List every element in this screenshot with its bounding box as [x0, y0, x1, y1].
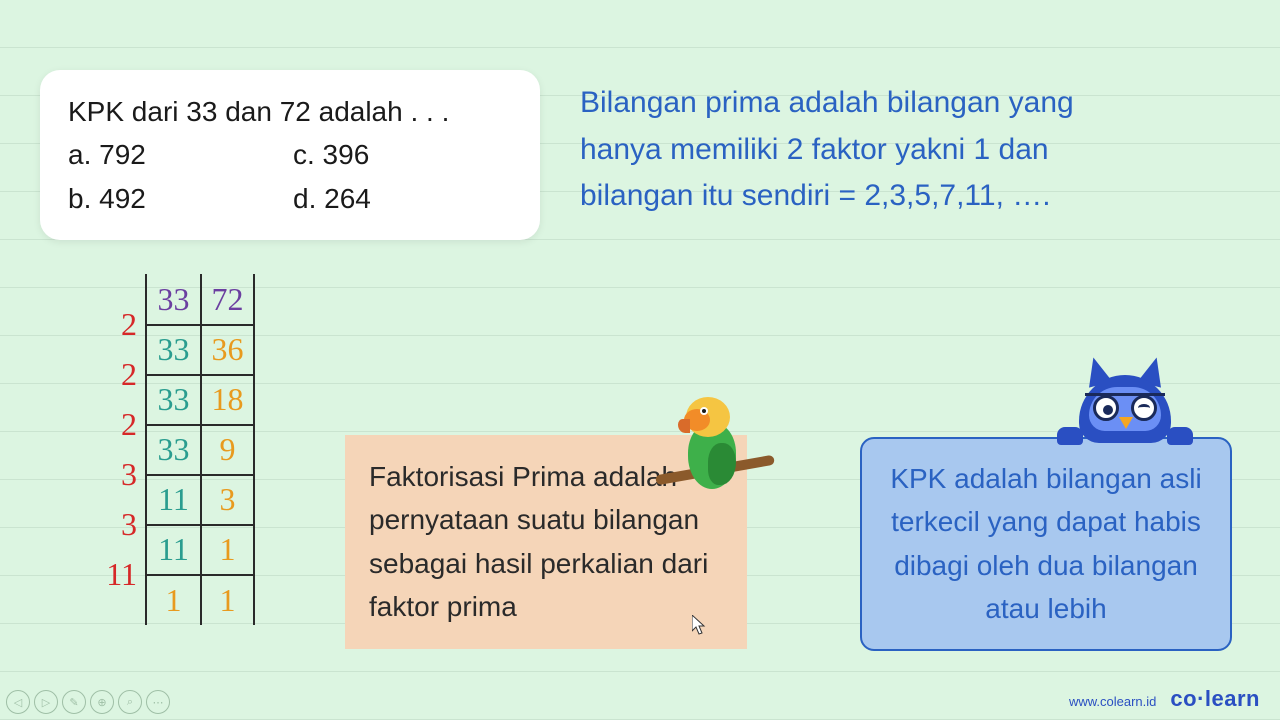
ladder-divisor: 2: [95, 356, 145, 393]
cursor-icon: [692, 615, 708, 641]
ladder-cell-b: 1: [200, 575, 255, 625]
ladder-divisor: 3: [95, 506, 145, 543]
play-icon[interactable]: ▷: [34, 690, 58, 714]
question-card: KPK dari 33 dan 72 adalah . . . a. 792 c…: [40, 70, 540, 240]
ladder-divisor: 2: [95, 306, 145, 343]
factorization-ladder: 233722333623318333931131111111: [95, 275, 255, 625]
ladder-divisor: 3: [95, 456, 145, 493]
ladder-cell-b: 36: [200, 324, 255, 374]
zoom-icon[interactable]: ⌕: [118, 690, 142, 714]
brand-logo: co·learn: [1170, 686, 1260, 712]
option-c: c. 396: [293, 133, 369, 176]
player-controls: ◁ ▷ ✎ ⊕ ⌕ ⋯: [6, 690, 170, 714]
kpk-definition-note: KPK adalah bilangan asli terkecil yang d…: [860, 437, 1232, 651]
more-icon[interactable]: ⋯: [146, 690, 170, 714]
option-b: b. 492: [68, 177, 293, 220]
brand-footer: www.colearn.id co·learn: [1069, 686, 1260, 712]
ladder-cell-a: 33: [145, 274, 200, 324]
ladder-cell-a: 1: [145, 575, 200, 625]
ladder-cell-a: 11: [145, 524, 200, 574]
ladder-cell-a: 33: [145, 324, 200, 374]
parrot-illustration: [670, 395, 760, 515]
ladder-cell-b: 3: [200, 474, 255, 524]
ladder-cell-b: 9: [200, 424, 255, 474]
ladder-cell-a: 33: [145, 424, 200, 474]
prev-icon[interactable]: ◁: [6, 690, 30, 714]
ladder-cell-b: 18: [200, 374, 255, 424]
definition-line1: Bilangan prima adalah bilangan yang: [580, 80, 1240, 127]
tool-icon[interactable]: ⊕: [90, 690, 114, 714]
pen-icon[interactable]: ✎: [62, 690, 86, 714]
ladder-divisor: 11: [95, 556, 145, 593]
question-prompt: KPK dari 33 dan 72 adalah . . .: [68, 90, 512, 133]
option-a: a. 792: [68, 133, 293, 176]
ladder-cell-b: 72: [200, 274, 255, 324]
prime-definition: Bilangan prima adalah bilangan yang hany…: [580, 80, 1240, 220]
option-d: d. 264: [293, 177, 371, 220]
ladder-divisor: 2: [95, 406, 145, 443]
definition-line3: bilangan itu sendiri = 2,3,5,7,11, ….: [580, 173, 1240, 220]
brand-url: www.colearn.id: [1069, 694, 1156, 709]
definition-line2: hanya memiliki 2 faktor yakni 1 dan: [580, 127, 1240, 174]
ladder-cell-a: 33: [145, 374, 200, 424]
ladder-cell-a: 11: [145, 474, 200, 524]
owl-mascot: [1065, 345, 1185, 445]
ladder-cell-b: 1: [200, 524, 255, 574]
